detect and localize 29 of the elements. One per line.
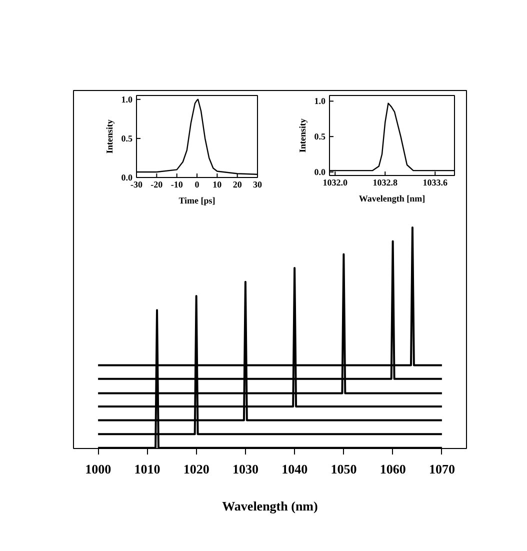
x-tick-label: -20 [150, 180, 164, 190]
x-tick-label: 1033.6 [422, 178, 448, 188]
x-tick-label: 1060 [380, 462, 406, 476]
x-tick-label: 0 [194, 180, 200, 190]
x-tick-label: 1040 [282, 462, 308, 476]
y-tick-label: 0.5 [314, 132, 326, 142]
y-axis-title: Intensity [298, 118, 308, 152]
y-axis-title: Intensity [104, 119, 114, 154]
x-tick-label: -30 [130, 180, 143, 190]
y-tick-label: 1.0 [121, 94, 133, 104]
y-tick-label: 0.5 [121, 133, 133, 144]
x-tick-label: -10 [170, 180, 184, 190]
y-tick-label: 0.0 [314, 166, 326, 177]
x-tick-label: 1010 [134, 462, 160, 476]
x-axis-title: Wavelength (nm) [222, 498, 318, 514]
x-axis-title: Time [ps] [178, 196, 216, 206]
x-tick-label: 10 [212, 180, 222, 190]
x-tick-label: 30 [253, 180, 262, 190]
x-tick-label: 1020 [183, 462, 210, 476]
x-tick-label: 1070 [428, 462, 455, 476]
x-tick-label: 1050 [330, 462, 357, 476]
x-tick-label: 1032.0 [322, 178, 348, 188]
x-tick-label: 1032.8 [372, 178, 398, 188]
x-axis-title: Wavelength [nm] [358, 194, 426, 204]
y-tick-label: 1.0 [314, 96, 326, 106]
x-tick-label: 1000 [85, 462, 112, 476]
x-tick-label: 20 [232, 180, 242, 190]
y-tick-label: 0.0 [121, 172, 133, 182]
x-tick-label: 1030 [232, 462, 258, 476]
